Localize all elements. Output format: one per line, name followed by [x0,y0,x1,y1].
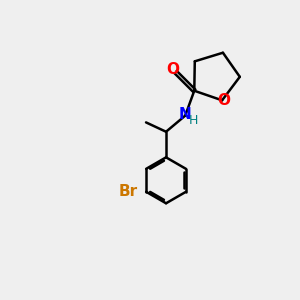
Text: O: O [167,61,180,76]
Text: H: H [189,114,198,127]
Text: O: O [217,93,230,108]
Text: N: N [179,107,192,122]
Text: Br: Br [119,184,138,199]
